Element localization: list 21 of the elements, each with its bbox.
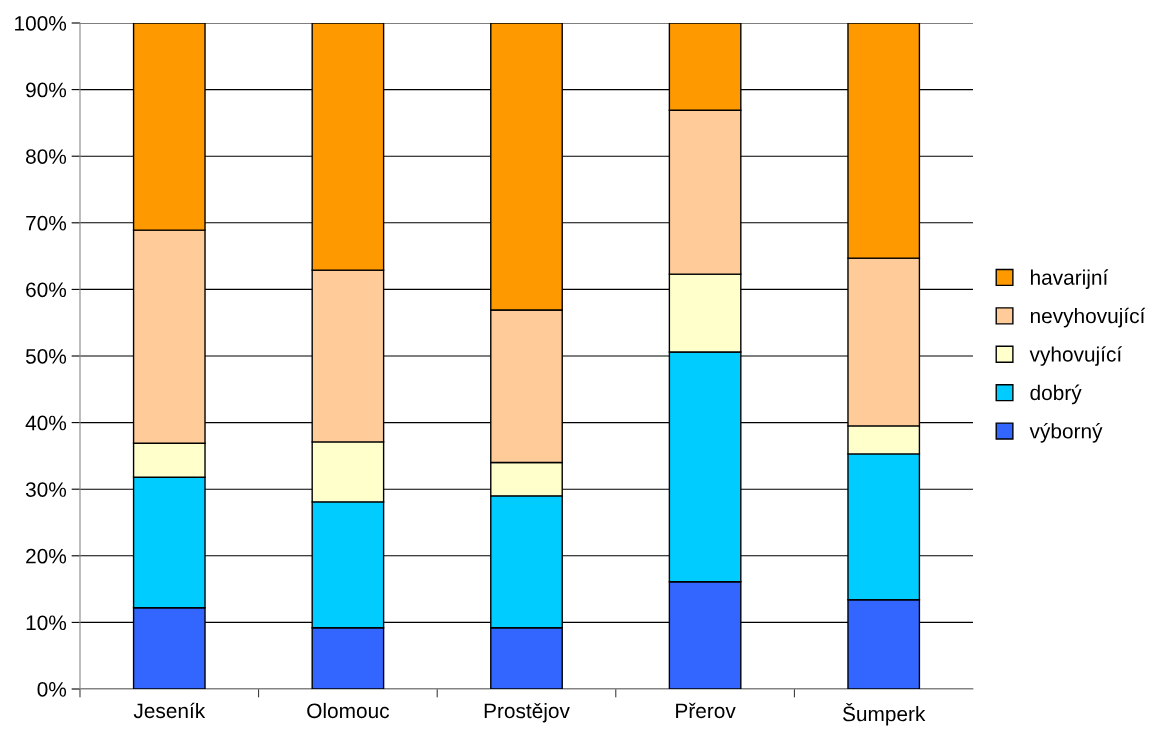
- y-tick-label: 20%: [26, 548, 67, 564]
- y-tick-label: 50%: [25, 349, 67, 364]
- y-tick-label: 40%: [25, 415, 67, 431]
- legend-label: výborný: [1029, 423, 1103, 443]
- x-tick-label: Prostějov: [484, 702, 570, 723]
- x-tick-label: Jeseník: [133, 702, 206, 719]
- legend-label: vyhovující: [1029, 346, 1123, 366]
- x-tick-label: Šumperk: [842, 702, 926, 726]
- y-tick-label: 60%: [26, 282, 67, 298]
- y-tick-label: 0%: [37, 682, 67, 697]
- y-tick-label: 10%: [26, 615, 67, 631]
- x-tick-label: Přerov: [676, 702, 736, 719]
- y-tick-label: 80%: [26, 149, 67, 164]
- legend-label: nevyhovující: [1030, 307, 1146, 328]
- legend-label: havarijní: [1030, 269, 1109, 289]
- y-tick-label: 70%: [26, 215, 67, 231]
- y-tick-label: 100%: [15, 16, 67, 31]
- y-tick-label: 30%: [25, 482, 67, 497]
- legend-label: dobrý: [1030, 384, 1082, 405]
- y-tick-label: 90%: [26, 82, 67, 98]
- x-tick-label: Olomouc: [307, 702, 390, 719]
